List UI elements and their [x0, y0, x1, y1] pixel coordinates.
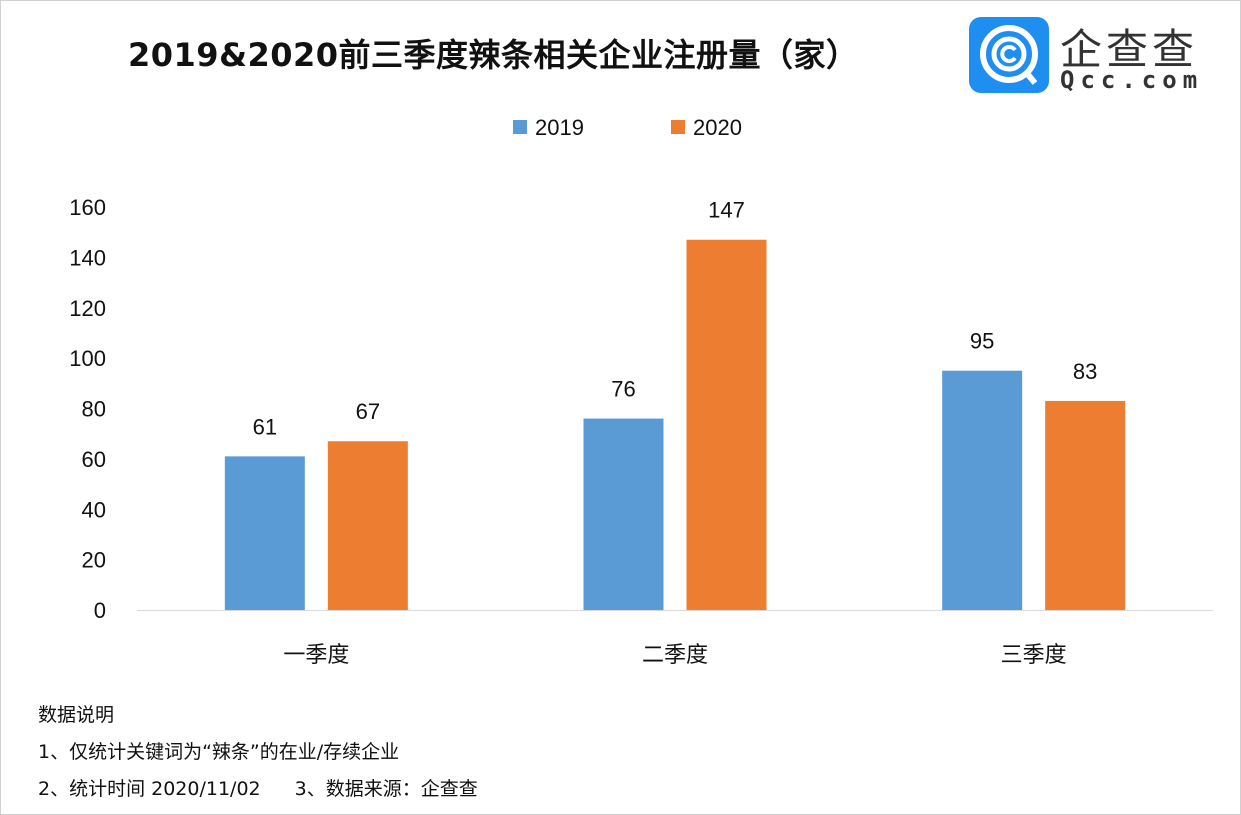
bar-2019	[224, 456, 305, 610]
data-label: 67	[356, 399, 380, 424]
data-label: 76	[611, 377, 635, 402]
data-label: 61	[253, 414, 277, 439]
bar-2020	[1045, 400, 1126, 610]
bar-2019	[942, 370, 1023, 610]
y-tick-label: 120	[69, 296, 106, 321]
notes-line-2b: 3、数据来源：企查查	[294, 778, 478, 800]
bar-2019	[583, 418, 664, 610]
x-tick-label: 一季度	[283, 643, 349, 668]
y-tick-label: 80	[82, 397, 106, 422]
y-tick-label: 60	[82, 447, 106, 472]
chart-title: 2019&2020前三季度辣条相关企业注册量（家）	[128, 36, 859, 74]
y-tick-label: 140	[69, 245, 106, 270]
legend-swatch-2020	[671, 120, 685, 134]
notes: 数据说明 1、仅统计关键词为“辣条”的在业/存续企业 2、统计时间 2020/1…	[38, 697, 512, 808]
x-tick-label: 三季度	[1001, 643, 1067, 668]
bar-2020	[686, 239, 767, 610]
data-label: 95	[970, 329, 994, 354]
data-label: 83	[1073, 359, 1097, 384]
y-tick-label: 0	[94, 598, 106, 623]
qcc-logo-icon	[969, 17, 1049, 93]
logo-text-cn: 企查查	[1060, 25, 1199, 74]
legend-label-2019: 2019	[535, 115, 584, 140]
y-tick-label: 40	[82, 497, 106, 522]
bar-2020	[327, 441, 408, 610]
notes-line-1: 1、仅统计关键词为“辣条”的在业/存续企业	[38, 741, 400, 763]
logo-text-en: Qcc.com	[1060, 66, 1204, 94]
y-tick-label: 20	[82, 548, 106, 573]
x-tick-label: 二季度	[642, 643, 708, 668]
y-tick-label: 100	[69, 346, 106, 371]
notes-heading: 数据说明	[38, 704, 115, 726]
y-tick-label: 160	[69, 195, 106, 220]
legend-swatch-2019	[513, 120, 527, 134]
data-label: 147	[708, 198, 745, 223]
notes-line-2a: 2、统计时间 2020/11/02	[38, 778, 261, 800]
legend-label-2020: 2020	[693, 115, 742, 140]
